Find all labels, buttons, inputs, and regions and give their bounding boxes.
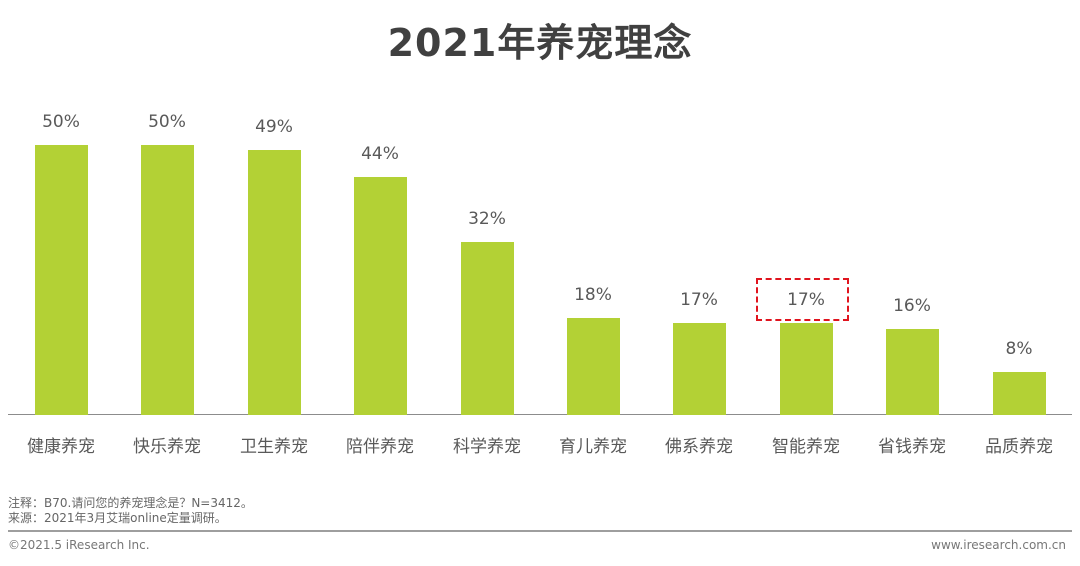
data-label: 49% bbox=[255, 117, 293, 137]
data-label: 18% bbox=[574, 285, 612, 305]
chart-source: 来源：2021年3月艾瑞online定量调研。 bbox=[8, 511, 227, 525]
category-label: 育儿养宠 bbox=[559, 437, 627, 457]
category-label: 佛系养宠 bbox=[665, 437, 733, 457]
bar bbox=[886, 329, 939, 415]
footer-divider bbox=[8, 530, 1072, 532]
data-label: 50% bbox=[148, 112, 186, 132]
bar bbox=[35, 145, 88, 415]
highlight-box bbox=[756, 278, 849, 321]
category-label: 健康养宠 bbox=[27, 437, 95, 457]
category-label: 陪伴养宠 bbox=[346, 437, 414, 457]
category-label: 品质养宠 bbox=[985, 437, 1053, 457]
data-label: 50% bbox=[42, 112, 80, 132]
category-label: 科学养宠 bbox=[453, 437, 521, 457]
data-label: 17% bbox=[787, 290, 825, 310]
bar bbox=[993, 372, 1046, 415]
chart-title: 2021年养宠理念 bbox=[387, 21, 693, 65]
chart-note: 注释：B70.请问您的养宠理念是？N=3412。 bbox=[8, 496, 253, 510]
bar bbox=[780, 323, 833, 415]
bar bbox=[141, 145, 194, 415]
bar-chart: 50% 健康养宠 50% 快乐养宠 49% 卫生养宠 44% 陪伴养宠 32% 科学养宠 18% 育儿… bbox=[8, 112, 1072, 457]
bar bbox=[673, 323, 726, 415]
data-label: 16% bbox=[893, 296, 931, 316]
copyright: ©2021.5 iResearch Inc. bbox=[8, 538, 150, 552]
data-label: 17% bbox=[680, 290, 718, 310]
bar bbox=[461, 242, 514, 415]
bar bbox=[354, 177, 407, 415]
data-label: 44% bbox=[361, 144, 399, 164]
category-label: 智能养宠 bbox=[772, 437, 840, 457]
data-label: 32% bbox=[468, 209, 506, 229]
category-label: 卫生养宠 bbox=[240, 437, 308, 457]
category-label: 省钱养宠 bbox=[878, 437, 946, 457]
website-link[interactable]: www.iresearch.com.cn bbox=[931, 538, 1066, 552]
bar bbox=[248, 150, 301, 415]
x-axis-line bbox=[8, 414, 1072, 415]
bar bbox=[567, 318, 620, 415]
category-label: 快乐养宠 bbox=[133, 437, 201, 457]
data-label: 8% bbox=[1005, 339, 1033, 359]
